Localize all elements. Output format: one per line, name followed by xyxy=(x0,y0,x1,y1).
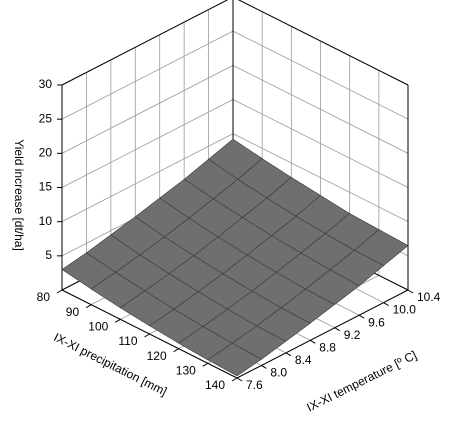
tick-mark xyxy=(202,362,209,367)
tick-mark xyxy=(407,289,414,294)
grid-line xyxy=(61,133,234,223)
x-tick-label: 140 xyxy=(205,378,225,392)
tick-mark xyxy=(56,289,63,294)
z-tick-label: 30 xyxy=(39,77,53,91)
tick-mark xyxy=(261,364,267,369)
grid-line xyxy=(61,30,234,120)
x-tick-label: 130 xyxy=(176,364,196,378)
y-tick-label: 7.6 xyxy=(246,378,263,392)
z-tick-label: 10 xyxy=(39,214,53,228)
z-tick-label: 25 xyxy=(39,111,53,125)
tick-mark xyxy=(383,302,389,307)
tick-mark xyxy=(115,318,121,323)
tick-mark xyxy=(173,348,179,353)
y-tick-label: 8.4 xyxy=(295,353,312,367)
axis-edge xyxy=(237,0,409,86)
x-axis-title: IX-XI precipitation [mm] xyxy=(52,330,170,399)
z-axis-title: Yield increase [dt/ha] xyxy=(12,139,26,251)
tick-mark xyxy=(358,314,365,319)
z-tick-label: 15 xyxy=(39,180,53,194)
tick-mark xyxy=(310,339,316,344)
tick-mark xyxy=(144,333,150,338)
tick-mark xyxy=(334,327,340,332)
surface-cell xyxy=(207,342,263,377)
x-tick-label: 110 xyxy=(118,334,137,348)
x-tick-label: 120 xyxy=(147,349,167,363)
grid-line xyxy=(61,64,234,154)
x-tick-label: 100 xyxy=(88,320,108,334)
y-tick-label: 9.2 xyxy=(344,328,361,342)
tick-mark xyxy=(236,377,243,382)
y-tick-label: 10.0 xyxy=(393,303,417,317)
y-tick-label: 9.6 xyxy=(368,315,385,329)
y-tick-label: 8.0 xyxy=(270,366,287,380)
y-axis-title: IX-XI temperature [º C] xyxy=(304,348,419,415)
grid-line xyxy=(61,99,234,188)
x-tick-label: 90 xyxy=(66,305,80,319)
tick-mark xyxy=(231,377,238,382)
tick-mark xyxy=(285,352,292,357)
y-tick-label: 10.4 xyxy=(417,290,441,304)
z-tick-label: 5 xyxy=(45,248,52,262)
z-tick-label: 20 xyxy=(39,146,53,160)
tick-mark xyxy=(85,304,92,309)
y-tick-label: 8.8 xyxy=(319,340,336,354)
axis-edge xyxy=(236,289,409,379)
x-tick-label: 80 xyxy=(37,290,51,304)
axis-edge xyxy=(61,0,229,86)
